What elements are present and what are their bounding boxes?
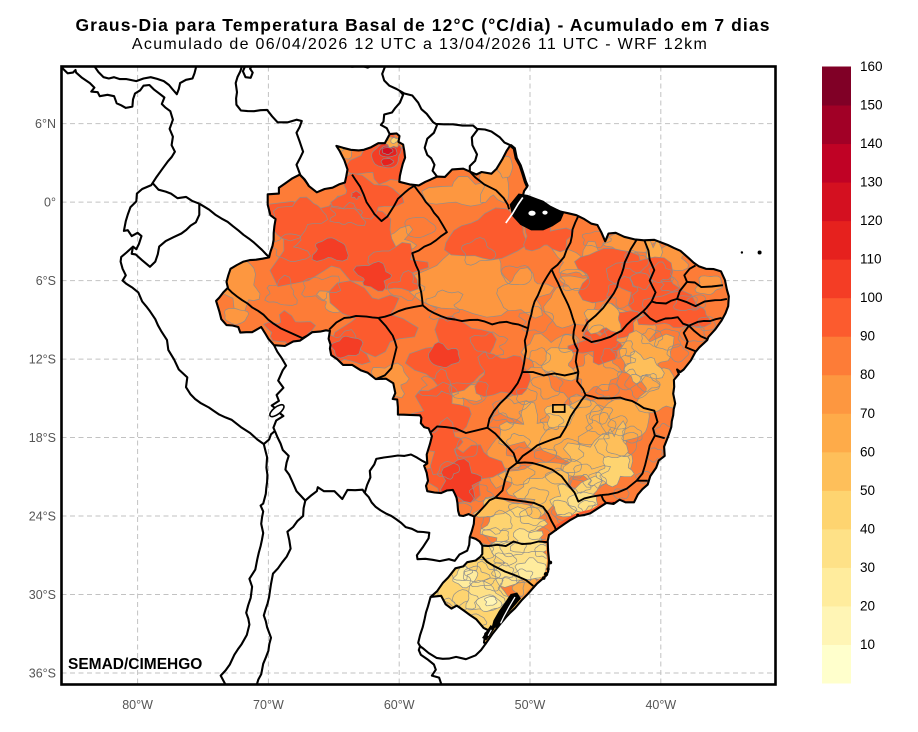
svg-text:50: 50 [860,483,875,498]
svg-text:120: 120 [860,213,883,228]
svg-text:30°S: 30°S [29,588,56,602]
svg-text:150: 150 [860,98,883,113]
svg-text:130: 130 [860,175,883,190]
svg-text:6°N: 6°N [35,117,56,131]
svg-text:70°W: 70°W [253,698,284,712]
svg-text:160: 160 [860,59,883,74]
svg-text:20: 20 [860,598,875,613]
svg-text:60°W: 60°W [384,698,415,712]
svg-text:70: 70 [860,406,875,421]
svg-text:Graus-Dia para Temperatura Bas: Graus-Dia para Temperatura Basal de 12°C… [75,15,770,35]
svg-text:90: 90 [860,329,875,344]
svg-text:40°W: 40°W [645,698,676,712]
svg-text:12°S: 12°S [29,353,56,367]
svg-text:18°S: 18°S [29,431,56,445]
svg-text:10: 10 [860,637,875,652]
svg-text:0°: 0° [44,196,56,210]
svg-text:Acumulado de 06/04/2026 12 UTC: Acumulado de 06/04/2026 12 UTC a 13/04/2… [132,36,708,53]
svg-text:6°S: 6°S [36,274,56,288]
svg-text:140: 140 [860,136,883,151]
svg-text:80°W: 80°W [122,698,153,712]
svg-text:24°S: 24°S [29,510,56,524]
svg-text:SEMAD/CIMEHGO: SEMAD/CIMEHGO [68,656,202,673]
svg-text:60: 60 [860,444,875,459]
svg-text:80: 80 [860,367,875,382]
svg-text:50°W: 50°W [515,698,546,712]
svg-text:110: 110 [860,252,882,267]
svg-text:36°S: 36°S [29,667,56,681]
svg-text:30: 30 [860,560,875,575]
svg-text:40: 40 [860,521,875,536]
svg-text:100: 100 [860,290,883,305]
